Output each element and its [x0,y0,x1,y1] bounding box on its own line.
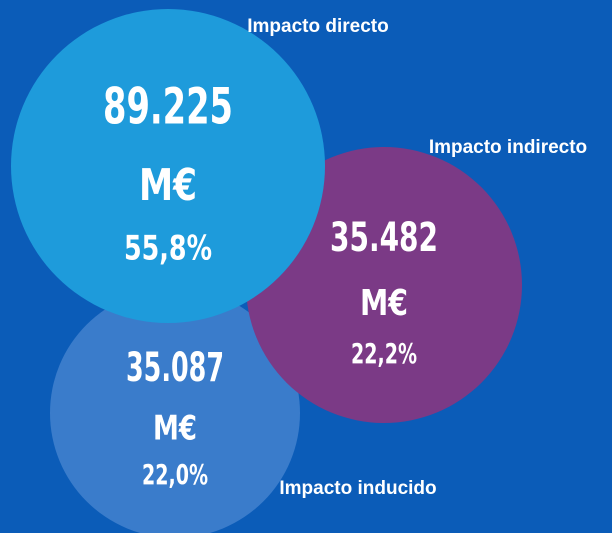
label: Impacto indirecto [429,137,587,158]
unit: M€ [153,409,197,449]
share: 22,0% [142,458,208,491]
bubble-direct [11,9,325,323]
unit: M€ [139,160,197,211]
label: Impacto directo [247,16,388,37]
value: 35.087 [126,345,224,391]
share: 22,2% [351,337,417,370]
share: 55,8% [124,229,212,269]
label: Impacto inducido [279,478,436,499]
value: 89.225 [103,78,233,136]
value: 35.482 [330,215,438,261]
bubble-induced [50,288,300,533]
unit: M€ [360,283,408,324]
